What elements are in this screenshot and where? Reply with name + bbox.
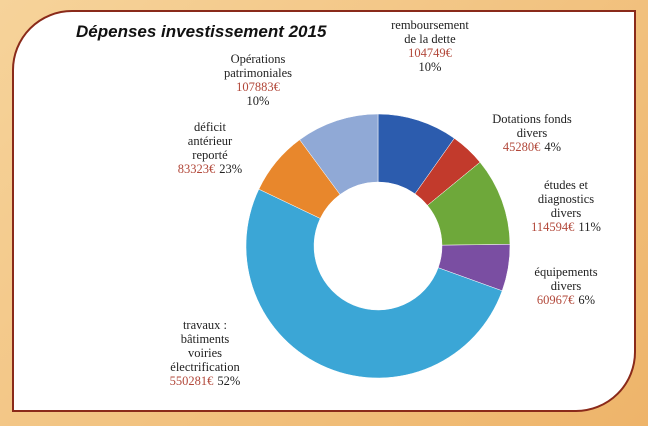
category-label: remboursement de la dette — [391, 18, 469, 46]
percent-label: 4% — [544, 140, 562, 154]
value-label: 60967€ — [536, 293, 575, 307]
value-label: 104749€ — [408, 46, 452, 60]
percent-label: 23% — [219, 162, 243, 176]
value-label: 83323€ — [177, 162, 216, 176]
value-label: 550281€ — [169, 374, 214, 388]
slice-label: Opérations patrimoniales 107883€ 10% — [224, 52, 292, 108]
category-label: déficit antérieur reporté — [187, 120, 233, 162]
category-label: équipements divers — [534, 265, 598, 293]
value-row: 83323€ 23% — [178, 162, 242, 176]
category-label: études et diagnostics divers — [537, 178, 595, 220]
slice-label: études et diagnostics divers 114594€ 11% — [531, 178, 601, 234]
slice-label: déficit antérieur reporté 83323€ 23% — [178, 120, 242, 176]
donut-slice — [299, 113, 379, 195]
percent-label: 10% — [246, 94, 270, 108]
value-row: 550281€ 52% — [170, 374, 241, 388]
value-label: 107883€ — [236, 80, 280, 94]
slice-label: Dotations fonds divers 45280€ 4% — [492, 112, 572, 154]
value-row: 45280€ 4% — [492, 140, 572, 154]
percent-label: 11% — [578, 220, 601, 234]
value-label: 114594€ — [531, 220, 575, 234]
slice-label: équipements divers 60967€ 6% — [534, 265, 597, 307]
value-row: 114594€ 11% — [531, 220, 601, 234]
percent-label: 10% — [418, 60, 442, 74]
percent-label: 52% — [217, 374, 241, 388]
value-row: 60967€ 6% — [534, 293, 597, 307]
value-label: 45280€ — [502, 140, 541, 154]
slice-label: remboursement de la dette 104749€ 10% — [391, 18, 469, 74]
category-label: Dotations fonds divers — [492, 112, 572, 140]
chart-title: Dépenses investissement 2015 — [76, 22, 327, 41]
slice-label: travaux : bâtiments voiries électrificat… — [170, 318, 241, 388]
category-label: Opérations patrimoniales — [223, 52, 293, 80]
category-label: travaux : bâtiments voiries électrificat… — [170, 318, 240, 374]
percent-label: 6% — [578, 293, 596, 307]
